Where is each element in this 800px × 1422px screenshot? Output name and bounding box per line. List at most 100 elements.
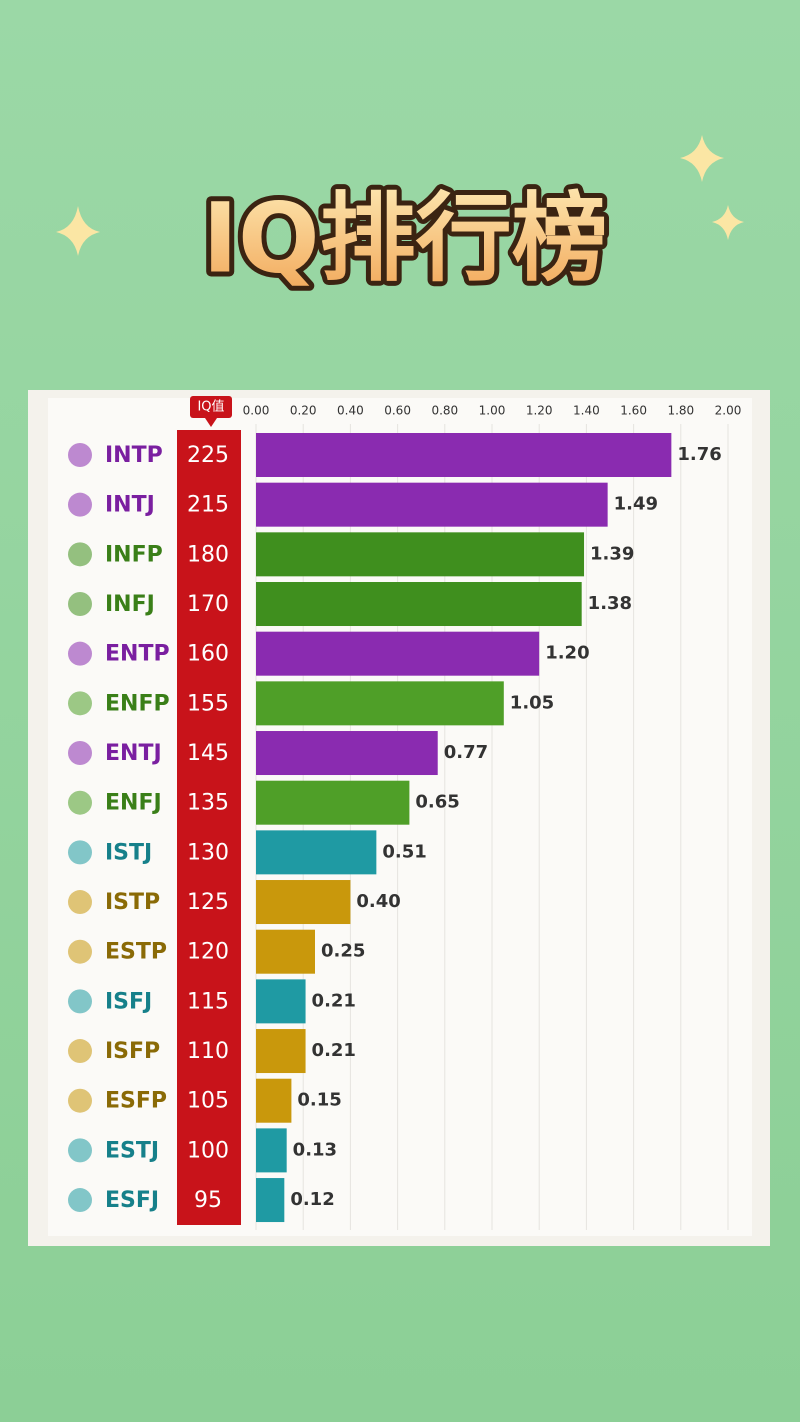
x-tick-label: 0.20 — [290, 404, 317, 418]
sparkle — [56, 206, 100, 256]
iq-value: 160 — [187, 642, 229, 667]
iq-value: 135 — [187, 791, 229, 816]
category-label: ENTJ — [105, 741, 162, 766]
bar — [256, 681, 504, 726]
avatar — [68, 989, 92, 1014]
x-tick-label: 0.40 — [337, 404, 364, 418]
category-label: ISTJ — [105, 840, 152, 865]
category-label: ISFJ — [105, 989, 152, 1014]
avatar — [68, 1188, 92, 1213]
category-label: INFJ — [105, 592, 155, 617]
avatar — [68, 939, 92, 964]
x-tick-label: 1.60 — [620, 404, 647, 418]
avatar — [68, 1039, 92, 1064]
value-label: 0.40 — [356, 891, 400, 912]
bar — [256, 929, 315, 974]
category-label: ISFP — [105, 1039, 160, 1064]
bar — [256, 433, 672, 477]
category-label: INFP — [105, 542, 163, 567]
iq-value: 225 — [187, 443, 229, 468]
bar — [256, 979, 306, 1024]
avatar — [68, 443, 92, 467]
iq-header: IQ值 — [197, 399, 224, 415]
value-label: 0.77 — [444, 742, 488, 763]
avatar — [68, 691, 92, 716]
bar — [256, 631, 540, 676]
category-label: ISTP — [105, 890, 160, 915]
bar — [256, 830, 377, 875]
value-label: 0.25 — [321, 941, 365, 962]
category-label: INTP — [105, 443, 163, 468]
category-label: ESFP — [105, 1089, 167, 1114]
bar — [256, 532, 585, 577]
category-label: ESFJ — [105, 1188, 159, 1213]
value-label: 1.38 — [588, 593, 632, 614]
x-tick-label: 0.00 — [243, 404, 270, 418]
iq-value: 130 — [187, 840, 229, 865]
value-label: 1.20 — [545, 643, 589, 664]
iq-value: 115 — [187, 989, 229, 1014]
value-label: 1.76 — [677, 444, 721, 465]
iq-header-arrow — [205, 418, 217, 427]
iq-value: 100 — [187, 1138, 229, 1163]
x-tick-label: 0.80 — [431, 404, 458, 418]
bar — [256, 1078, 292, 1123]
iq-value: 145 — [187, 741, 229, 766]
iq-value: 105 — [187, 1089, 229, 1114]
iq-value: 180 — [187, 542, 229, 567]
bar — [256, 482, 608, 527]
sparkle — [680, 135, 724, 182]
value-label: 1.49 — [614, 494, 658, 515]
value-label: 0.12 — [290, 1189, 334, 1210]
bar — [256, 1178, 285, 1223]
iq-column — [177, 430, 241, 1225]
avatar — [68, 1138, 92, 1163]
sparkle — [712, 205, 744, 240]
category-label: ESTJ — [105, 1138, 159, 1163]
avatar — [68, 1088, 92, 1113]
value-label: 0.15 — [297, 1090, 341, 1111]
value-label: 0.21 — [312, 990, 356, 1011]
avatar — [68, 641, 92, 666]
category-label: ESTP — [105, 940, 167, 965]
avatar — [68, 890, 92, 915]
category-label: ENFP — [105, 691, 170, 716]
x-tick-label: 2.00 — [715, 404, 742, 418]
avatar — [68, 840, 92, 865]
bar — [256, 880, 351, 925]
value-label: 0.21 — [312, 1040, 356, 1061]
iq-value: 120 — [187, 940, 229, 965]
iq-value: 125 — [187, 890, 229, 915]
x-tick-label: 1.20 — [526, 404, 553, 418]
bar — [256, 780, 410, 825]
bar — [256, 731, 438, 776]
bar — [256, 582, 582, 627]
avatar — [68, 542, 92, 567]
iq-value: 155 — [187, 691, 229, 716]
bar — [256, 1128, 287, 1173]
iq-value: 170 — [187, 592, 229, 617]
value-label: 0.51 — [382, 841, 426, 862]
value-label: 1.05 — [510, 692, 554, 713]
avatar — [68, 492, 92, 517]
category-label: ENFJ — [105, 791, 162, 816]
bar — [256, 1029, 306, 1074]
value-label: 1.39 — [590, 543, 634, 564]
iq-value: 110 — [187, 1039, 229, 1064]
chart-title: IQ排行榜 — [202, 182, 607, 294]
avatar — [68, 790, 92, 815]
avatar — [68, 741, 92, 766]
value-label: 0.13 — [293, 1139, 337, 1160]
category-label: ENTP — [105, 642, 170, 667]
iq-value: 95 — [194, 1188, 222, 1213]
x-tick-label: 0.60 — [384, 404, 411, 418]
x-tick-label: 1.00 — [479, 404, 506, 418]
iq-header-box — [190, 396, 232, 418]
chart-layer: 0.00 0.20 0.40 0.60 0.80 1.00 1.20 1.40 1.60 1.80… — [68, 404, 742, 1230]
avatar — [68, 592, 92, 617]
value-label: 0.65 — [415, 792, 459, 813]
category-label: INTJ — [105, 493, 155, 518]
x-tick-label: 1.40 — [573, 404, 600, 418]
